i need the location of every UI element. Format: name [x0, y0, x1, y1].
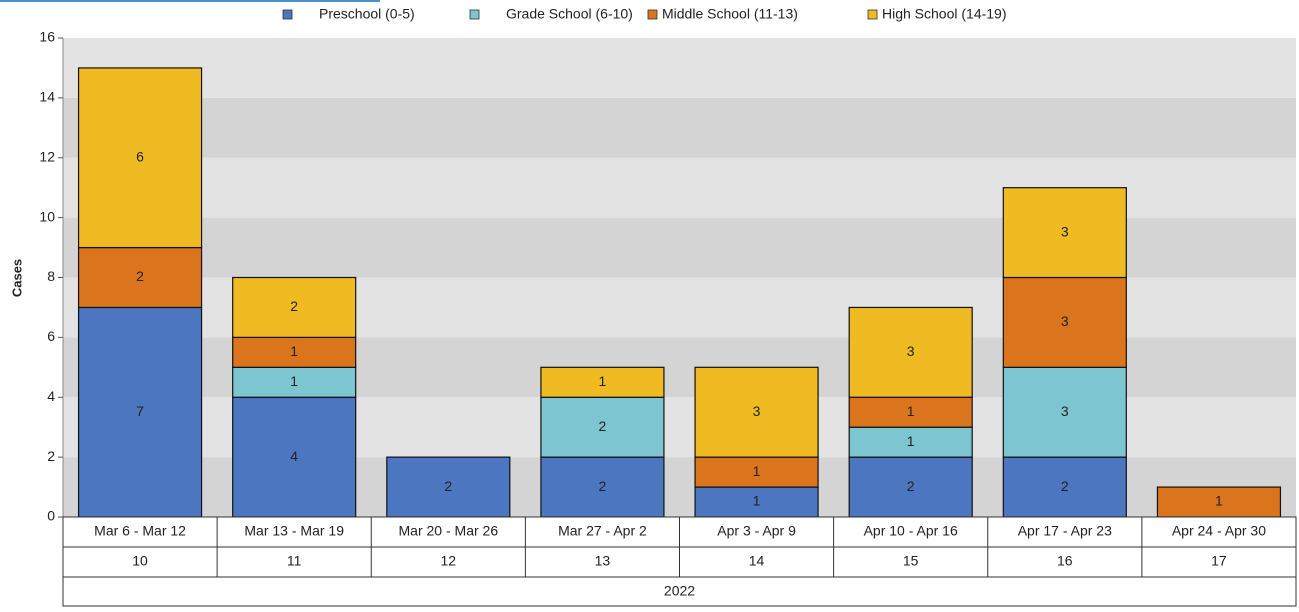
bar-value-label: 2: [599, 478, 607, 494]
x-tick-label: Apr 3 - Apr 9: [717, 523, 796, 539]
bar-segment: [232, 276, 357, 338]
week-number: 12: [441, 553, 457, 569]
bar-value-label: 1: [753, 463, 761, 479]
x-tick-label: Apr 10 - Apr 16: [864, 523, 958, 539]
legend-swatch: [469, 9, 480, 20]
legend-label: Preschool (0-5): [319, 6, 415, 22]
week-number: 17: [1211, 553, 1227, 569]
y-tick-label: 2: [47, 448, 55, 464]
week-number: 15: [903, 553, 919, 569]
bar-value-label: 2: [1061, 478, 1069, 494]
bar-value-label: 7: [136, 403, 144, 419]
bar-segment: [232, 336, 357, 368]
legend-swatch: [282, 9, 293, 20]
bar-value-label: 1: [290, 373, 298, 389]
x-tick-label: Apr 24 - Apr 30: [1172, 523, 1266, 539]
bar-segment: [848, 306, 973, 398]
x-tick-label: Mar 13 - Mar 19: [244, 523, 344, 539]
legend-swatch: [867, 9, 878, 20]
week-number: 16: [1057, 553, 1073, 569]
legend-label: High School (14-19): [882, 6, 1007, 22]
bar-value-label: 2: [444, 478, 452, 494]
bar-segment: [1002, 187, 1127, 279]
bar-value-label: 1: [1215, 493, 1223, 509]
bar-value-label: 6: [136, 148, 144, 164]
week-number: 10: [132, 553, 148, 569]
y-tick-label: 12: [39, 148, 55, 164]
x-tick-label: Mar 6 - Mar 12: [94, 523, 186, 539]
grid-band: [63, 38, 1296, 98]
y-tick-label: 6: [47, 328, 55, 344]
bar-value-label: 1: [290, 343, 298, 359]
bar-segment: [848, 456, 973, 518]
bar-value-label: 3: [1061, 313, 1069, 329]
bar-value-label: 2: [599, 418, 607, 434]
bar-value-label: 3: [753, 403, 761, 419]
bar-segment: [848, 426, 973, 458]
bar-value-label: 1: [907, 403, 915, 419]
bar-segment: [1002, 276, 1127, 368]
y-tick-label: 14: [39, 89, 55, 105]
bar-segment: [1002, 456, 1127, 518]
bar-value-label: 2: [136, 268, 144, 284]
x-tick-label: Mar 20 - Mar 26: [399, 523, 499, 539]
bar-segment: [540, 456, 665, 518]
bar-value-label: 3: [1061, 403, 1069, 419]
bar-segment: [386, 456, 511, 518]
bar-segment: [1156, 486, 1282, 518]
bar-segment: [77, 67, 203, 249]
bar-segment: [694, 456, 819, 488]
y-tick-label: 4: [47, 388, 55, 404]
x-tick-label: Apr 17 - Apr 23: [1018, 523, 1112, 539]
y-tick-label: 10: [39, 208, 55, 224]
bar-segment: [694, 366, 819, 458]
bar-segment: [77, 246, 203, 309]
bar-value-label: 1: [599, 373, 607, 389]
week-number: 13: [595, 553, 611, 569]
bar-value-label: 4: [290, 448, 298, 464]
y-axis-label: Cases: [9, 259, 24, 297]
grid-band: [63, 97, 1296, 158]
bar-segment: [232, 396, 357, 518]
x-tick-label: Mar 27 - Apr 2: [558, 523, 647, 539]
legend-swatch: [647, 9, 658, 20]
bar-value-label: 2: [290, 298, 298, 314]
year-label: 2022: [664, 583, 695, 599]
bar-value-label: 2: [907, 478, 915, 494]
bar-value-label: 3: [1061, 223, 1069, 239]
y-tick-label: 0: [47, 508, 55, 524]
legend-label: Grade School (6-10): [506, 6, 633, 22]
bar-segment: [540, 366, 665, 398]
week-number: 11: [287, 553, 302, 569]
bar-segment: [694, 486, 819, 518]
y-tick-label: 8: [47, 268, 55, 284]
week-number: 14: [749, 553, 765, 569]
bar-segment: [540, 396, 665, 458]
y-tick-label: 16: [39, 29, 55, 45]
legend-label: Middle School (11-13): [662, 6, 798, 22]
bar-value-label: 1: [907, 433, 915, 449]
bar-value-label: 3: [907, 343, 915, 359]
bar-value-label: 1: [753, 493, 761, 509]
bar-segment: [1002, 366, 1127, 458]
